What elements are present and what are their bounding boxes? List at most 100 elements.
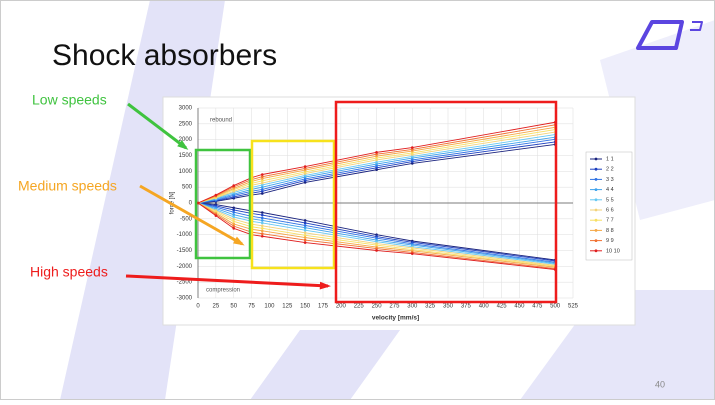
logo [636, 20, 703, 50]
marker [303, 236, 307, 239]
marker [410, 146, 414, 149]
marker [410, 155, 414, 158]
marker [375, 247, 378, 250]
callout-arrow [139, 184, 243, 246]
page-number: 40 [655, 379, 665, 389]
marker [260, 224, 264, 228]
marker [260, 188, 264, 191]
marker [303, 219, 307, 222]
legend-label: 6 6 [606, 207, 614, 213]
y-tick-label: -1000 [177, 232, 193, 238]
y-tick-label: -2500 [177, 280, 193, 286]
y-tick-label: -1500 [177, 248, 193, 254]
legend-label: 10 10 [606, 248, 620, 254]
legend-label: 9 9 [606, 238, 614, 244]
marker [410, 158, 414, 162]
legend-marker [594, 198, 598, 202]
x-tick-label: 275 [389, 304, 400, 310]
marker [232, 215, 236, 219]
marker [260, 175, 264, 179]
marker [375, 166, 378, 170]
marker [375, 152, 378, 156]
x-tick-label: 450 [514, 304, 525, 310]
marker [232, 227, 236, 230]
marker [303, 226, 307, 229]
marker [260, 179, 264, 183]
marker [410, 162, 414, 165]
marker [303, 170, 307, 174]
medium-speed-box [250, 139, 336, 270]
y-tick-label: -2000 [177, 264, 193, 270]
marker [260, 213, 264, 217]
marker [260, 221, 264, 225]
marker [232, 217, 236, 221]
x-tick-label: 50 [230, 304, 237, 310]
x-tick-label: 400 [479, 304, 490, 310]
marker [375, 243, 378, 247]
marker [260, 219, 264, 222]
x-tick-label: 25 [213, 304, 220, 310]
marker [232, 208, 236, 212]
marker [375, 240, 378, 243]
marker [375, 160, 378, 164]
marker [375, 236, 378, 240]
x-tick-label: 0 [196, 304, 200, 310]
marker [410, 148, 414, 151]
marker [375, 233, 378, 236]
legend-marker [594, 208, 598, 212]
legend-box [585, 151, 633, 261]
x-tick-label: 175 [318, 304, 329, 310]
marker [260, 211, 264, 214]
marker [375, 168, 378, 172]
marker [232, 213, 236, 217]
legend-label: 7 7 [606, 218, 614, 224]
x-tick-label: 300 [407, 304, 418, 310]
x-tick-label: 225 [354, 304, 365, 310]
marker [410, 151, 414, 155]
legend-label: 2 2 [606, 167, 614, 173]
legend-label: 3 3 [606, 177, 614, 183]
legend-marker [594, 167, 598, 171]
marker [260, 181, 264, 185]
callout-arrow [127, 102, 187, 150]
marker [260, 173, 264, 176]
high-speed-box [334, 100, 558, 304]
marker [375, 249, 378, 252]
marker [375, 151, 378, 154]
marker [260, 229, 264, 233]
x-tick-label: 525 [568, 304, 579, 310]
background-shape [250, 330, 400, 400]
x-tick-label: 125 [282, 304, 293, 310]
y-tick-label: 1500 [179, 153, 193, 159]
x-axis-label: velocity [mm/s] [372, 315, 419, 322]
x-tick-label: 150 [300, 304, 311, 310]
x-tick-label: 250 [372, 304, 383, 310]
marker [232, 210, 236, 214]
x-tick-label: 425 [497, 304, 508, 310]
y-tick-label: 500 [182, 185, 193, 191]
marker [375, 158, 378, 162]
marker [196, 201, 200, 205]
marker [303, 221, 307, 225]
legend-label: 1 1 [606, 156, 614, 162]
marker [260, 192, 264, 195]
legend-marker [594, 239, 598, 243]
y-tick-label: 3000 [179, 106, 193, 112]
marker [303, 181, 307, 184]
y-tick-label: 0 [189, 201, 193, 207]
y-tick-label: 1000 [179, 169, 193, 175]
x-tick-label: 75 [248, 304, 255, 310]
marker [303, 231, 307, 235]
legend-label: 8 8 [606, 228, 614, 234]
marker [260, 234, 264, 238]
y-tick-label: 2000 [179, 137, 193, 143]
legend-marker [594, 229, 598, 232]
marker [303, 224, 307, 227]
x-tick-label: 100 [264, 304, 275, 310]
marker [303, 234, 307, 237]
callout-label: High speeds [30, 264, 108, 280]
chart: -3000-2500-2000-1500-1000-50005001000150… [170, 106, 633, 322]
y-tick-label: -500 [180, 216, 193, 222]
x-tick-label: 500 [550, 304, 561, 310]
x-tick-label: 375 [461, 304, 472, 310]
